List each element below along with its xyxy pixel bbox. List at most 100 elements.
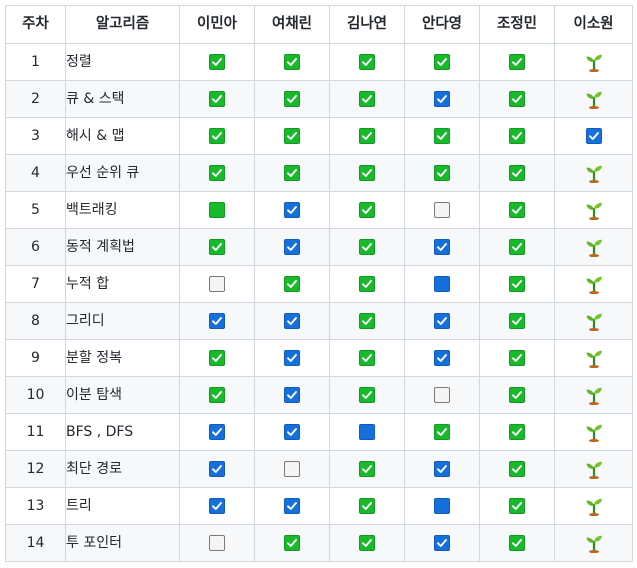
status-cell <box>404 376 480 414</box>
algorithm-topic: 누적 합 <box>65 265 180 303</box>
green-checked-checkbox-icon <box>359 461 375 477</box>
status-cell <box>479 302 555 340</box>
green-checked-checkbox-icon <box>284 54 300 70</box>
header-algorithm: 알고리즘 <box>65 5 180 44</box>
green-checked-checkbox-icon <box>209 350 225 366</box>
status-cell <box>554 265 633 303</box>
status-cell <box>179 43 255 81</box>
header-member: 여채린 <box>254 5 330 44</box>
green-checked-checkbox-icon <box>359 128 375 144</box>
week-number: 3 <box>5 117 66 155</box>
green-checked-checkbox-icon <box>509 91 525 107</box>
status-cell <box>554 302 633 340</box>
status-cell <box>179 413 255 451</box>
status-cell <box>254 524 330 562</box>
status-cell <box>179 376 255 414</box>
study-progress-table: 주차 알고리즘 이민아 여채린 김나연 안다영 조정민 이소원 1 정렬 2 큐 & 스택 3 해시 &… <box>5 5 633 562</box>
status-cell <box>179 487 255 525</box>
green-checked-checkbox-icon <box>509 276 525 292</box>
status-cell <box>254 228 330 266</box>
status-cell <box>479 191 555 229</box>
status-cell <box>404 154 480 192</box>
week-number: 1 <box>5 43 66 81</box>
week-number: 7 <box>5 265 66 303</box>
week-number: 12 <box>5 450 66 488</box>
algorithm-topic: 우선 순위 큐 <box>65 154 180 192</box>
status-cell <box>329 154 405 192</box>
status-cell <box>329 43 405 81</box>
status-cell <box>479 117 555 155</box>
unchecked-checkbox-icon <box>434 387 450 403</box>
seedling-icon <box>585 237 603 257</box>
status-cell <box>329 302 405 340</box>
status-cell <box>554 154 633 192</box>
status-cell <box>179 450 255 488</box>
green-checked-checkbox-icon <box>284 535 300 551</box>
status-cell <box>404 228 480 266</box>
status-cell <box>554 228 633 266</box>
green-checked-checkbox-icon <box>359 535 375 551</box>
week-number: 11 <box>5 413 66 451</box>
green-checked-checkbox-icon <box>209 387 225 403</box>
green-checked-checkbox-icon <box>284 276 300 292</box>
header-member: 이소원 <box>554 5 633 44</box>
status-cell <box>329 524 405 562</box>
status-cell <box>254 191 330 229</box>
table-row: 4 우선 순위 큐 <box>5 154 633 192</box>
status-cell <box>554 450 633 488</box>
status-cell <box>179 524 255 562</box>
status-cell <box>554 80 633 118</box>
table-row: 14 투 포인터 <box>5 524 633 562</box>
status-cell <box>254 339 330 377</box>
green-checked-checkbox-icon <box>434 424 450 440</box>
green-checked-checkbox-icon <box>359 276 375 292</box>
status-cell <box>404 524 480 562</box>
green-checked-checkbox-icon <box>359 54 375 70</box>
status-cell <box>254 43 330 81</box>
status-cell <box>179 191 255 229</box>
blue-checked-checkbox-icon <box>209 424 225 440</box>
status-cell <box>404 117 480 155</box>
table-row: 1 정렬 <box>5 43 633 81</box>
week-number: 2 <box>5 80 66 118</box>
status-cell <box>554 117 633 155</box>
status-cell <box>479 450 555 488</box>
status-cell <box>479 228 555 266</box>
algorithm-topic: 동적 계획법 <box>65 228 180 266</box>
seedling-icon <box>585 52 603 72</box>
blue-checked-checkbox-icon <box>434 350 450 366</box>
status-cell <box>329 117 405 155</box>
status-cell <box>554 487 633 525</box>
header-member: 조정민 <box>479 5 555 44</box>
blue-filled-checkbox-icon <box>434 276 450 292</box>
blue-checked-checkbox-icon <box>284 498 300 514</box>
seedling-icon <box>585 496 603 516</box>
green-checked-checkbox-icon <box>509 54 525 70</box>
table-row: 13 트리 <box>5 487 633 525</box>
blue-checked-checkbox-icon <box>434 91 450 107</box>
status-cell <box>479 413 555 451</box>
algorithm-topic: 해시 & 맵 <box>65 117 180 155</box>
status-cell <box>329 413 405 451</box>
seedling-icon <box>585 163 603 183</box>
status-cell <box>179 117 255 155</box>
status-cell <box>554 413 633 451</box>
seedling-icon <box>585 311 603 331</box>
week-number: 13 <box>5 487 66 525</box>
status-cell <box>404 265 480 303</box>
status-cell <box>254 413 330 451</box>
header-member: 김나연 <box>329 5 405 44</box>
green-checked-checkbox-icon <box>209 91 225 107</box>
status-cell <box>254 302 330 340</box>
algorithm-topic: 백트래킹 <box>65 191 180 229</box>
green-checked-checkbox-icon <box>509 239 525 255</box>
table-row: 9 분할 정복 <box>5 339 633 377</box>
blue-checked-checkbox-icon <box>209 498 225 514</box>
algorithm-topic: 그리디 <box>65 302 180 340</box>
green-checked-checkbox-icon <box>509 387 525 403</box>
algorithm-topic: 큐 & 스택 <box>65 80 180 118</box>
status-cell <box>479 487 555 525</box>
week-number: 9 <box>5 339 66 377</box>
status-cell <box>329 228 405 266</box>
